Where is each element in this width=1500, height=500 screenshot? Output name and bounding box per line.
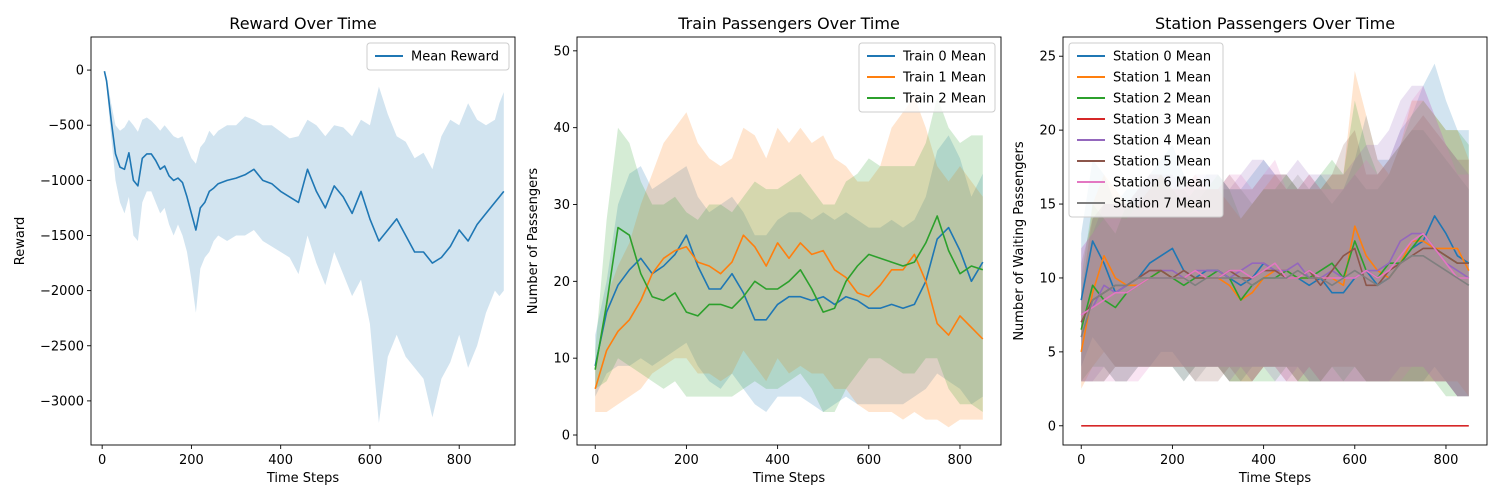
- chart-title: Station Passengers Over Time: [1155, 14, 1395, 33]
- series-line-6: [1080, 232, 1469, 316]
- x-axis-label: Time Steps: [1238, 471, 1312, 486]
- x-tick-label: 800: [447, 453, 472, 468]
- legend-entry: Train 0 Mean: [902, 50, 986, 65]
- x-tick-label: 0: [98, 453, 106, 468]
- axes-frame: [576, 36, 1002, 446]
- legend: Mean Reward: [366, 42, 510, 71]
- chart-panel-2: 0 200 400 600 800 0 5 10 15 20 25 Station Passenger…: [1012, 14, 1488, 486]
- plot-area: [594, 96, 984, 428]
- x-axis-label: Time Steps: [266, 471, 340, 486]
- series-line-7: [1080, 255, 1470, 338]
- legend-entry: Station 4 Mean: [1113, 134, 1211, 149]
- y-tick-label: −3000: [40, 394, 84, 409]
- y-tick-label: 5: [1048, 345, 1056, 360]
- y-axis-label: Number of Passengers: [526, 168, 541, 315]
- y-axis-label: Number of Waiting Passengers: [1012, 141, 1027, 341]
- x-tick-label: 200: [179, 453, 204, 468]
- x-tick-label: 800: [948, 453, 973, 468]
- y-tick-label: 50: [553, 44, 570, 59]
- y-tick-label: 30: [553, 198, 570, 213]
- y-tick-label: −2500: [40, 339, 84, 354]
- y-tick-label: −1500: [40, 229, 84, 244]
- series-line-0: [103, 71, 505, 264]
- x-tick-label: 200: [674, 453, 699, 468]
- legend-entry: Station 2 Mean: [1113, 92, 1211, 107]
- x-tick-label: 800: [1434, 453, 1459, 468]
- legend-entry: Station 5 Mean: [1113, 155, 1211, 170]
- y-tick-label: 20: [553, 275, 570, 290]
- x-axis-label: Time Steps: [752, 471, 826, 486]
- chart-panel-1: 0 200 400 600 800 0 10 20 30 40 50 Train Passengers…: [526, 14, 1002, 486]
- y-tick-label: −1000: [40, 174, 84, 189]
- y-tick-label: 20: [1039, 124, 1056, 139]
- band-1: [595, 96, 983, 428]
- chart-title: Train Passengers Over Time: [677, 14, 900, 33]
- x-tick-label: 600: [1342, 453, 1367, 468]
- series-line-2: [594, 215, 984, 370]
- axes-frame: [90, 36, 516, 446]
- legend-entry: Station 3 Mean: [1113, 113, 1211, 128]
- legend-box: [858, 42, 996, 113]
- band-0: [104, 71, 504, 423]
- legend-entry: Train 1 Mean: [902, 71, 986, 86]
- x-tick-label: 400: [765, 453, 790, 468]
- axes-frame: [1062, 36, 1488, 446]
- y-tick-label: 10: [1039, 271, 1056, 286]
- legend-box: [366, 42, 510, 71]
- band-2: [595, 96, 983, 413]
- legend-entry: Train 2 Mean: [902, 92, 986, 107]
- series-line-1: [594, 234, 984, 390]
- legend-box: [1068, 42, 1224, 218]
- y-tick-label: 40: [553, 121, 570, 136]
- band-0: [1081, 63, 1469, 397]
- x-tick-label: 0: [1077, 453, 1085, 468]
- x-tick-label: 200: [1160, 453, 1185, 468]
- band-4: [1081, 85, 1469, 397]
- legend: Station 0 Mean Station 1 Mean Station 2 Me…: [1068, 42, 1224, 218]
- series-line-0: [594, 226, 984, 367]
- y-tick-label: −500: [48, 119, 84, 134]
- band-1: [1081, 71, 1469, 397]
- y-tick-label: 0: [562, 429, 570, 444]
- y-tick-label: 10: [553, 352, 570, 367]
- y-tick-label: 25: [1039, 50, 1056, 65]
- legend: Train 0 Mean Train 1 Mean Train 2 Mean: [858, 42, 996, 113]
- y-tick-label: −2000: [40, 284, 84, 299]
- x-tick-label: 400: [1251, 453, 1276, 468]
- legend-entry: Mean Reward: [411, 50, 499, 65]
- x-tick-label: 0: [591, 453, 599, 468]
- x-tick-label: 600: [856, 453, 881, 468]
- band-0: [595, 135, 983, 412]
- plot-area: [103, 71, 505, 423]
- x-tick-label: 400: [268, 453, 293, 468]
- legend-entry: Station 6 Mean: [1113, 176, 1211, 191]
- y-axis-label: Reward: [13, 217, 28, 265]
- y-tick-label: 15: [1039, 198, 1056, 213]
- legend-entry: Station 1 Mean: [1113, 71, 1211, 86]
- legend-entry: Station 7 Mean: [1113, 197, 1211, 212]
- band-2: [1081, 100, 1469, 397]
- x-tick-label: 600: [358, 453, 383, 468]
- legend-entry: Station 0 Mean: [1113, 50, 1211, 65]
- y-tick-label: 0: [1048, 419, 1056, 434]
- plot-area: [1080, 63, 1470, 427]
- chart-panel-0: 0 200 400 600 800 0 −500 −1000 −1500 −2000 −2500 −3…: [13, 14, 516, 486]
- chart-title: Reward Over Time: [229, 14, 376, 33]
- band-6: [1081, 85, 1469, 397]
- y-tick-label: 0: [76, 64, 84, 79]
